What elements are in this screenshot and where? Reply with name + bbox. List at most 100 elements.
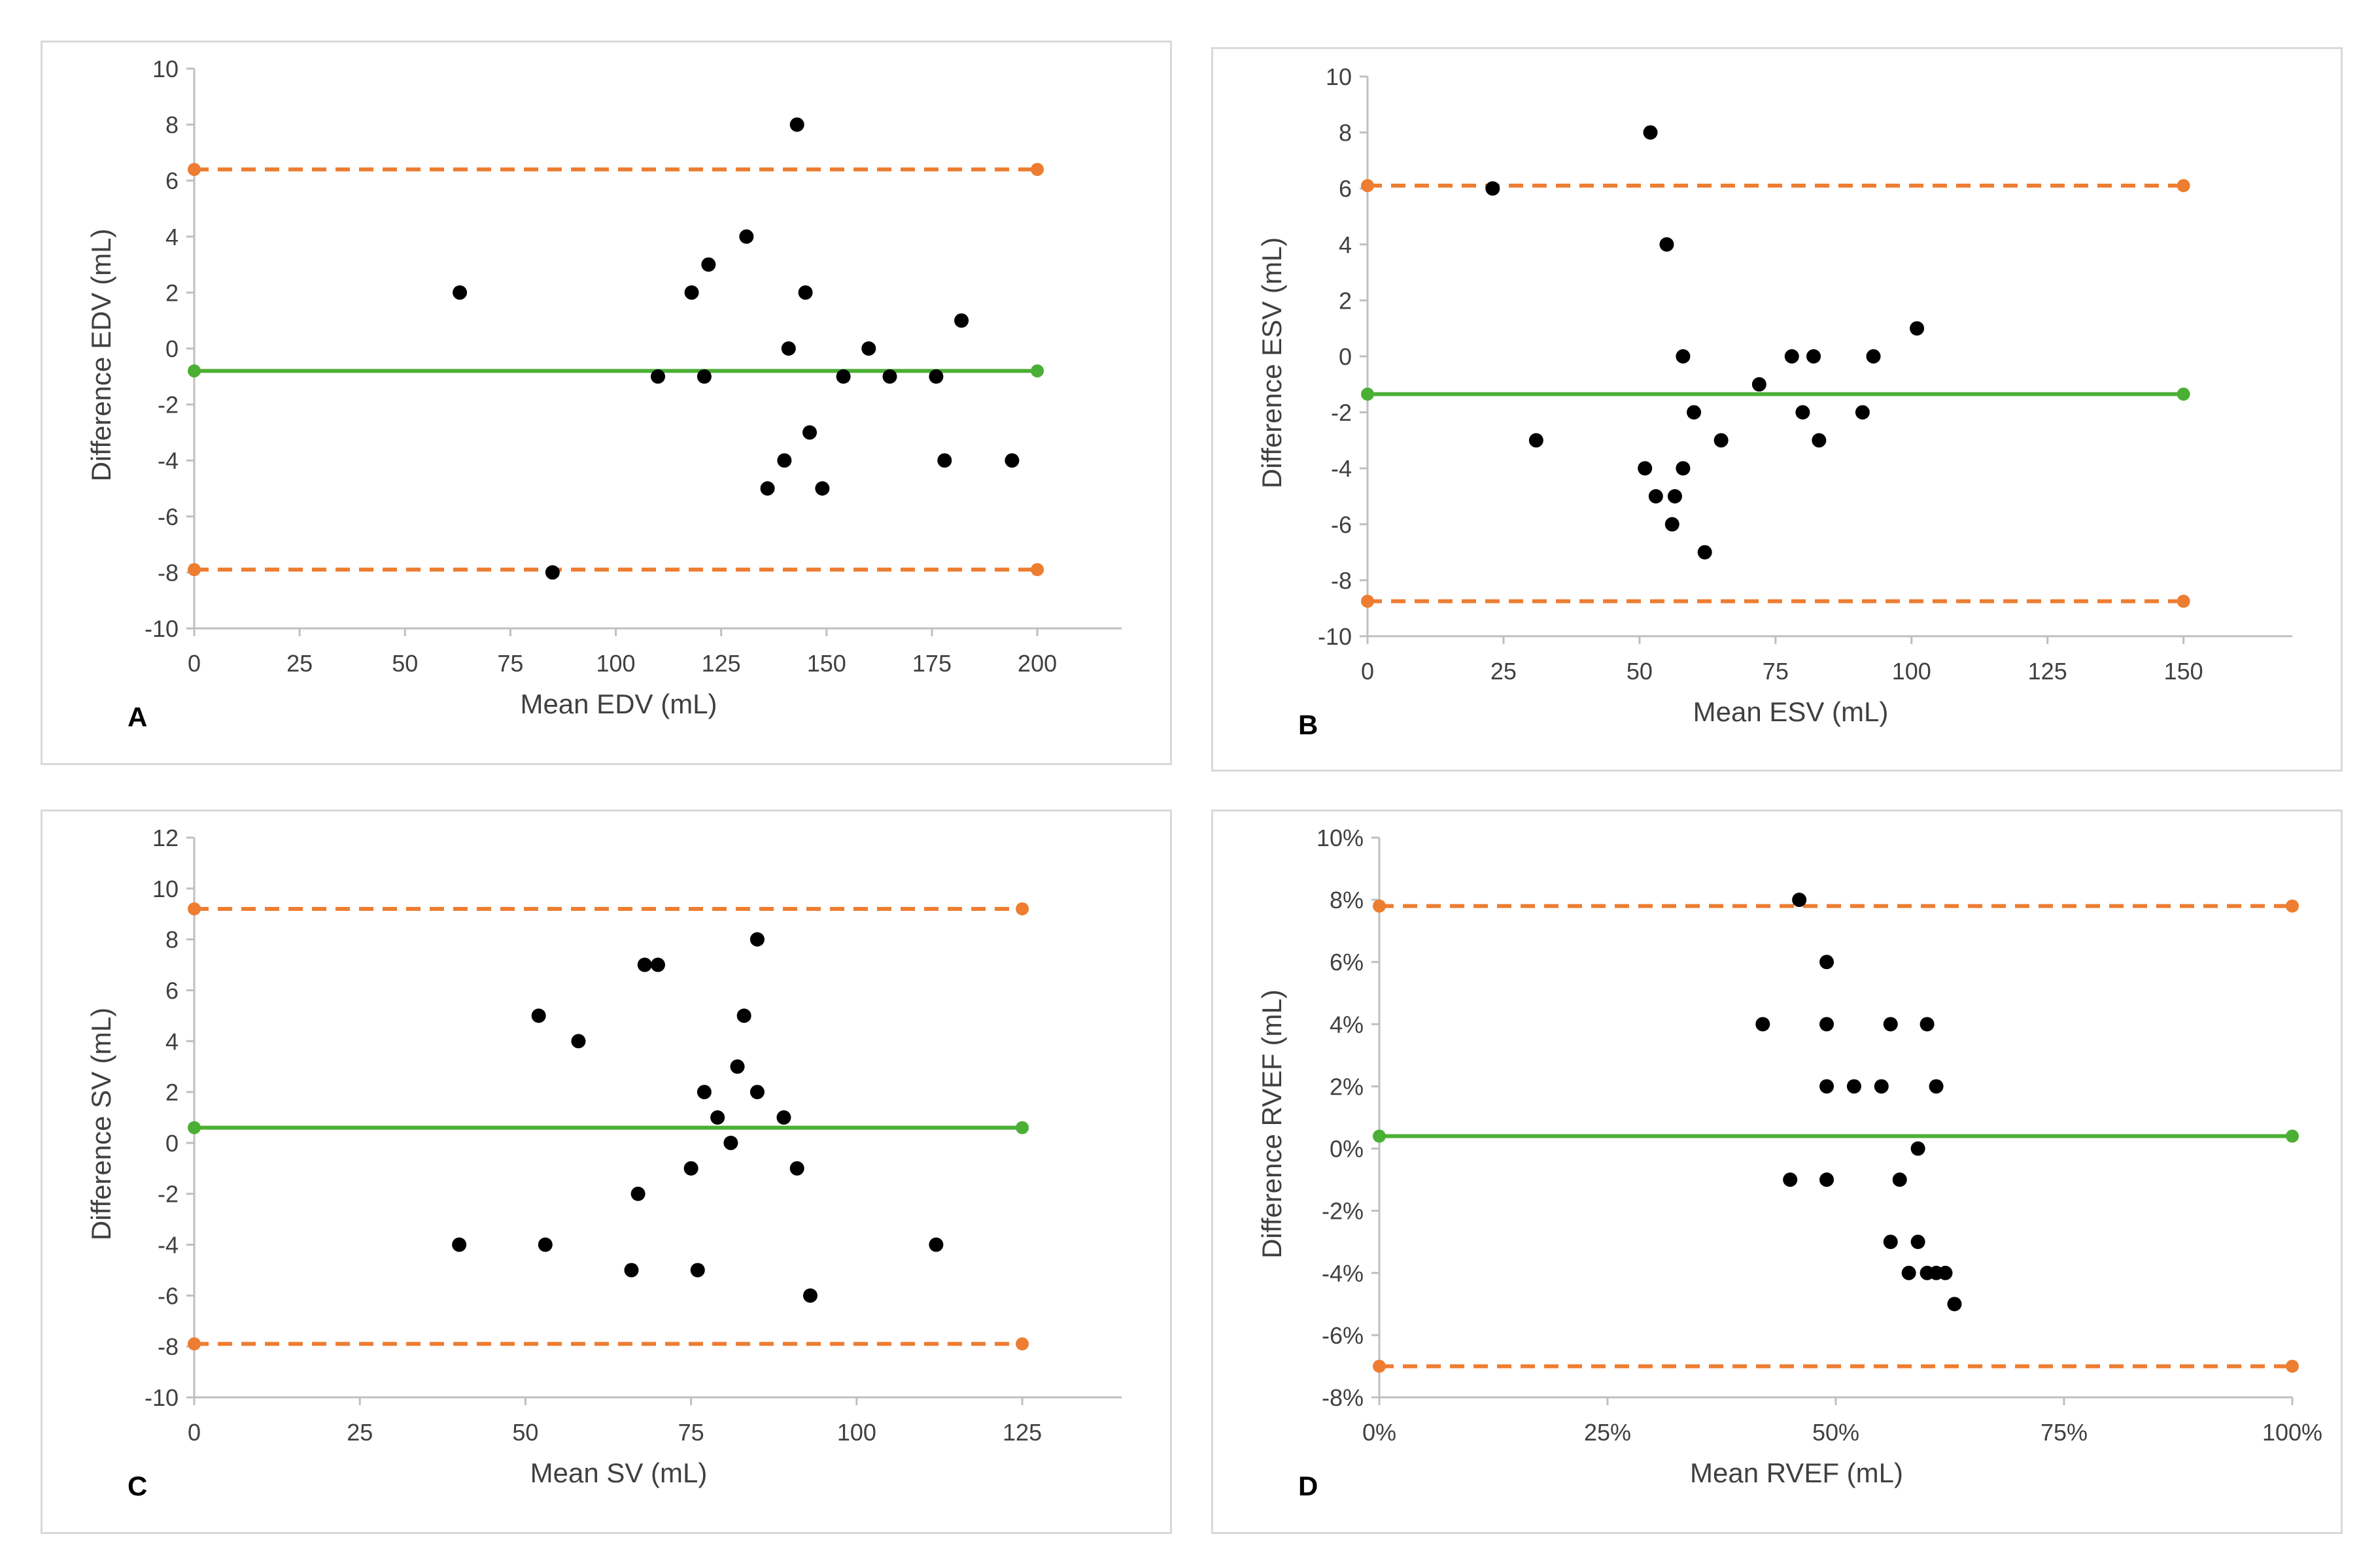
y-tick-label: 12 — [152, 825, 179, 851]
lower-limit-line-start-marker — [188, 563, 201, 577]
data-point — [1910, 1141, 1925, 1156]
data-point — [861, 341, 876, 356]
data-point — [1874, 1079, 1889, 1094]
upper-limit-line-start-marker — [188, 902, 201, 915]
y-tick-label: -6 — [158, 1282, 179, 1309]
y-axis-title: Difference SV (mL) — [86, 1008, 116, 1240]
mean-difference-line-start-marker — [188, 1121, 201, 1134]
y-tick-label: 4% — [1330, 1011, 1364, 1038]
data-point — [929, 1237, 944, 1252]
y-tick-label: -10 — [145, 1384, 179, 1411]
y-axis-title: Difference RVEF (mL) — [1256, 989, 1287, 1259]
data-point — [630, 1186, 646, 1201]
lower-limit-line-end-marker — [2177, 594, 2190, 608]
data-point — [1892, 1172, 1907, 1187]
data-point — [736, 1008, 751, 1023]
x-tick-label: 100 — [596, 650, 636, 677]
y-tick-label: -6% — [1322, 1322, 1364, 1349]
panel-letter: C — [128, 1471, 147, 1501]
upper-limit-line-end-marker — [1031, 163, 1044, 177]
data-point — [802, 425, 818, 440]
x-tick-label: 100 — [837, 1419, 876, 1446]
chart-panel-a: -10 -8 -6 -4 -2 0 2 4 6 8 10 0 25 50 75 100 125 150 175 200… — [41, 41, 1172, 765]
data-point — [739, 229, 754, 244]
data-point — [776, 1110, 791, 1125]
x-tick-label: 125 — [702, 650, 741, 677]
data-point — [749, 932, 765, 947]
data-point — [815, 481, 830, 496]
bland-altman-chart-rvef: -8% -6% -4% -2% 0% 2% 4% 6% 8% 10% 0% 25% 50% 75% 100%… — [1256, 825, 2322, 1501]
panel-letter: B — [1298, 709, 1318, 740]
data-point — [1846, 1079, 1861, 1094]
data-point — [1687, 405, 1702, 420]
y-tick-label: -10 — [1318, 623, 1352, 650]
lower-limit-line-end-marker — [1031, 563, 1044, 577]
chart-panel-d: -8% -6% -4% -2% 0% 2% 4% 6% 8% 10% 0% 25% 50% 75% 100%… — [1211, 810, 2343, 1534]
x-axis-title: Mean RVEF (mL) — [1690, 1457, 1903, 1488]
data-point — [789, 117, 804, 132]
data-point — [777, 453, 792, 468]
y-tick-label: 6 — [165, 977, 179, 1004]
data-point — [1643, 125, 1658, 140]
x-tick-label: 50 — [512, 1419, 538, 1446]
x-tick-label: 0 — [188, 650, 201, 677]
data-point — [1819, 1017, 1834, 1032]
y-tick-label: -2% — [1322, 1198, 1364, 1225]
y-tick-label: -8 — [158, 559, 179, 586]
x-tick-label: 200 — [1018, 650, 1057, 677]
data-point — [1812, 433, 1827, 448]
bland-altman-chart-sv: -10 -8 -6 -4 -2 0 2 4 6 8 10 12 0 25 50 75 100 125 Mean SV… — [86, 825, 1122, 1501]
x-tick-label: 0% — [1362, 1419, 1396, 1446]
y-tick-label: 10% — [1317, 825, 1364, 851]
data-point — [730, 1059, 745, 1074]
y-tick-label: 4 — [165, 1028, 179, 1055]
x-tick-label: 25 — [286, 650, 313, 677]
lower-limit-line-end-marker — [2286, 1359, 2299, 1373]
x-tick-label: 100 — [1892, 658, 1931, 685]
y-tick-label: -6 — [158, 503, 179, 530]
data-point — [637, 957, 652, 972]
y-tick-label: 10 — [152, 876, 179, 902]
data-point — [1855, 405, 1870, 420]
y-tick-label: 8 — [1339, 120, 1352, 146]
data-point — [749, 1085, 765, 1100]
y-tick-label: 2% — [1330, 1073, 1364, 1100]
data-point — [1676, 349, 1691, 364]
data-point — [690, 1263, 705, 1278]
data-point — [701, 257, 716, 272]
mean-difference-line-end-marker — [1031, 364, 1044, 378]
data-point — [723, 1135, 738, 1150]
data-point — [651, 957, 665, 972]
data-point — [1659, 237, 1674, 252]
data-point — [1929, 1079, 1944, 1094]
x-tick-label: 50 — [392, 650, 418, 677]
x-tick-label: 50% — [1812, 1419, 1859, 1446]
data-point — [1005, 453, 1020, 468]
mean-difference-line-end-marker — [2177, 387, 2190, 401]
y-tick-label: -4 — [158, 1232, 179, 1259]
data-point — [710, 1110, 725, 1125]
lower-limit-line-start-marker — [188, 1337, 201, 1351]
data-point — [1751, 377, 1766, 392]
data-point — [1755, 1017, 1770, 1032]
data-point — [882, 369, 897, 384]
y-tick-label: -8 — [158, 1333, 179, 1360]
data-point — [683, 1161, 698, 1176]
data-point — [697, 1085, 712, 1100]
y-tick-label: 6 — [165, 167, 179, 194]
mean-difference-line-end-marker — [2286, 1129, 2299, 1143]
panel-letter: D — [1298, 1471, 1318, 1501]
y-tick-label: 4 — [1339, 231, 1352, 258]
y-tick-label: 0 — [165, 1130, 179, 1157]
y-tick-label: -4% — [1322, 1260, 1364, 1287]
x-tick-label: 25% — [1584, 1419, 1631, 1446]
x-axis-title: Mean SV (mL) — [530, 1457, 708, 1488]
y-axis-title: Difference ESV (mL) — [1256, 237, 1287, 488]
y-tick-label: 8 — [165, 112, 179, 139]
y-tick-label: 8 — [165, 927, 179, 953]
data-point — [1819, 1172, 1834, 1187]
x-tick-label: 150 — [2164, 658, 2203, 685]
data-point — [1806, 349, 1821, 364]
y-tick-label: -8 — [1331, 567, 1352, 594]
y-tick-label: -8% — [1322, 1384, 1364, 1411]
